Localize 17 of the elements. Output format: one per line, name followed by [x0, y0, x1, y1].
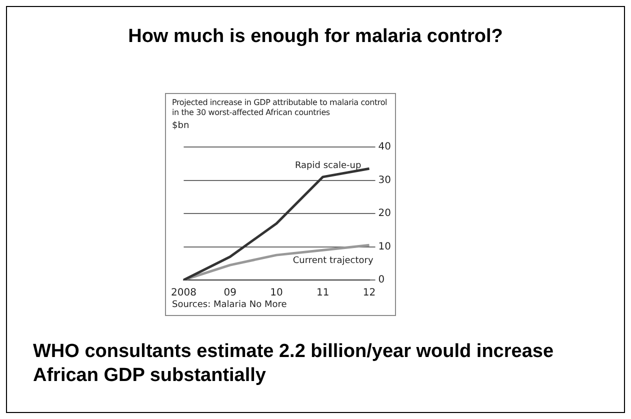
chart-title: How much is enough for malaria control? — [127, 26, 504, 48]
y-tick-label: 40 — [378, 142, 392, 153]
y-tick-label: 30 — [378, 174, 392, 186]
series-label: Rapid scale-up — [294, 160, 362, 171]
y-tick-label: 10 — [378, 241, 392, 252]
source-note: Sources: Malaria No More — [172, 300, 287, 310]
x-tick-label: 2008 — [171, 288, 196, 299]
chart-subtitle: Projected increase in GDP attributable to malaria control in the 30 worst-affected African countries — [172, 98, 388, 118]
y-tick-label: 20 — [378, 208, 392, 220]
series-label: Current trajectory — [292, 256, 374, 266]
x-tick-label: 10 — [270, 288, 283, 299]
x-tick-label: 11 — [316, 288, 330, 299]
x-tick-label: 12 — [362, 288, 376, 299]
y-axis-title: $bn — [172, 121, 190, 131]
text: WHO consultants estimate 2.2 billion/year would increase African GDP substantially — [33, 340, 555, 388]
x-tick-label: 09 — [224, 288, 236, 299]
y-tick-label: 0 — [378, 274, 385, 286]
